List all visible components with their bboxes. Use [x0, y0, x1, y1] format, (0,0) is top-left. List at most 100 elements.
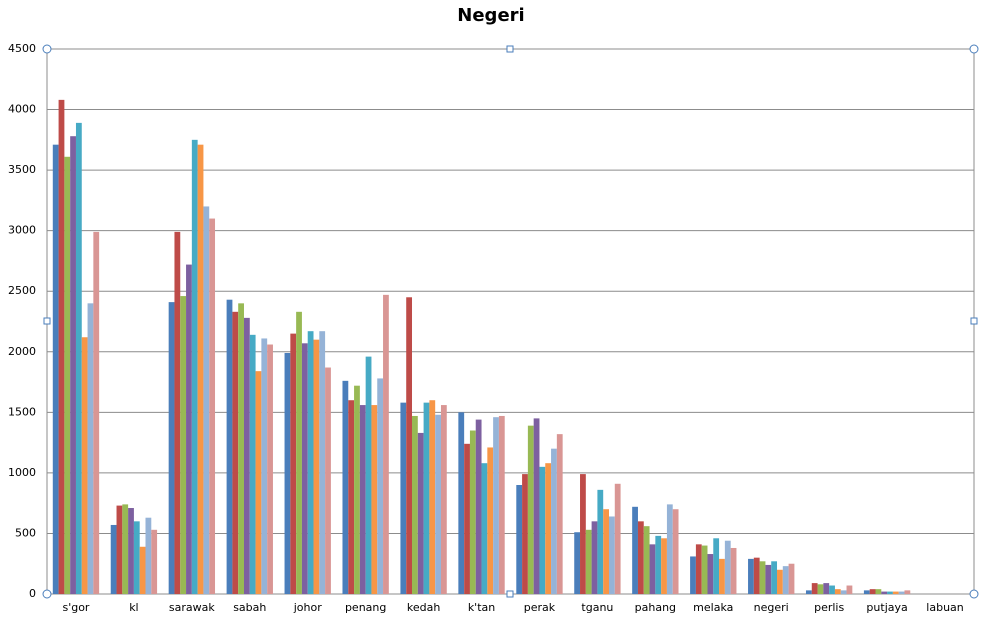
- x-tick-label: sarawak: [169, 601, 215, 614]
- y-tick-label: 3500: [8, 163, 36, 176]
- bar: [643, 526, 650, 594]
- bar: [458, 412, 465, 594]
- x-tick-label: s'gor: [62, 601, 89, 614]
- y-tick-label: 2000: [8, 345, 36, 358]
- bar: [243, 317, 250, 594]
- bar: [811, 583, 818, 594]
- bar: [203, 206, 210, 594]
- bar: [539, 466, 546, 594]
- bar: [139, 546, 146, 594]
- x-tick-label: kedah: [407, 601, 440, 614]
- bar: [249, 334, 256, 594]
- bar: [672, 509, 679, 594]
- bar: [417, 432, 424, 594]
- bar: [464, 443, 470, 594]
- bar: [666, 504, 673, 594]
- bar: [313, 339, 320, 594]
- bar: [748, 558, 754, 594]
- bar: [232, 311, 239, 594]
- bar: [296, 311, 302, 594]
- x-tick-label: negeri: [754, 601, 789, 614]
- x-tick-label: putjaya: [866, 601, 907, 614]
- x-tick-label: johor: [293, 601, 322, 614]
- bar: [371, 405, 378, 594]
- bar: [81, 337, 88, 594]
- bar: [551, 448, 557, 594]
- bar: [661, 538, 667, 594]
- x-tick-label: k'tan: [468, 601, 495, 614]
- bar: [284, 352, 291, 594]
- bar: [498, 415, 505, 594]
- handle: [970, 317, 978, 325]
- bar: [64, 156, 71, 595]
- bar: [863, 590, 870, 594]
- bar: [238, 303, 244, 594]
- y-tick-label: 500: [15, 526, 36, 539]
- bar: [777, 569, 783, 594]
- bar: [516, 485, 523, 594]
- x-tick-label: melaka: [693, 601, 733, 614]
- bar: [116, 505, 123, 594]
- bar: [354, 385, 360, 594]
- bar: [603, 509, 609, 594]
- bar: [365, 356, 372, 594]
- bar: [261, 338, 268, 594]
- bar: [614, 483, 621, 594]
- bar: [730, 547, 737, 594]
- bar: [805, 590, 812, 594]
- handle: [42, 44, 52, 54]
- bar: [52, 144, 59, 594]
- handle: [42, 589, 52, 599]
- bar: [724, 540, 731, 594]
- bar: [383, 294, 389, 594]
- bar: [348, 400, 355, 594]
- bar: [197, 144, 204, 594]
- bar: [713, 538, 720, 594]
- y-tick-label: 1000: [8, 466, 36, 479]
- bar: [70, 136, 76, 594]
- bar: [307, 331, 314, 594]
- bar: [342, 380, 349, 594]
- bar: [151, 529, 158, 594]
- bar: [707, 554, 714, 594]
- x-tick-label: pahang: [635, 601, 676, 614]
- bar: [608, 516, 615, 594]
- bar: [267, 344, 273, 594]
- x-tick-label: penang: [345, 601, 386, 614]
- x-tick-label: tganu: [581, 601, 613, 614]
- bar: [632, 506, 638, 594]
- bar: [487, 447, 494, 594]
- bar: [655, 535, 662, 594]
- handle: [506, 590, 514, 598]
- bar: [823, 583, 830, 594]
- bar: [892, 591, 899, 594]
- bar: [522, 474, 528, 594]
- bar: [846, 585, 853, 594]
- bar: [829, 585, 835, 594]
- bar: [209, 218, 216, 595]
- bar: [690, 556, 696, 594]
- bar: [325, 367, 331, 594]
- bar: [180, 296, 187, 594]
- bar: [637, 521, 644, 594]
- bar: [875, 589, 882, 594]
- bar: [128, 508, 134, 594]
- bar: [765, 564, 772, 594]
- handle: [43, 317, 51, 325]
- bar: [75, 122, 82, 594]
- handle: [969, 44, 979, 54]
- bar: [406, 297, 413, 594]
- y-tick-label: 0: [29, 587, 36, 600]
- bar: [481, 463, 488, 594]
- bar: [377, 378, 384, 594]
- bar: [255, 371, 262, 594]
- bar: [191, 139, 198, 595]
- bar: [591, 521, 598, 594]
- bar: [168, 302, 175, 594]
- bar: [719, 558, 725, 594]
- bar: [412, 415, 418, 594]
- bar: [782, 566, 789, 594]
- x-tick-label: perlis: [814, 601, 844, 614]
- bar: [423, 402, 430, 594]
